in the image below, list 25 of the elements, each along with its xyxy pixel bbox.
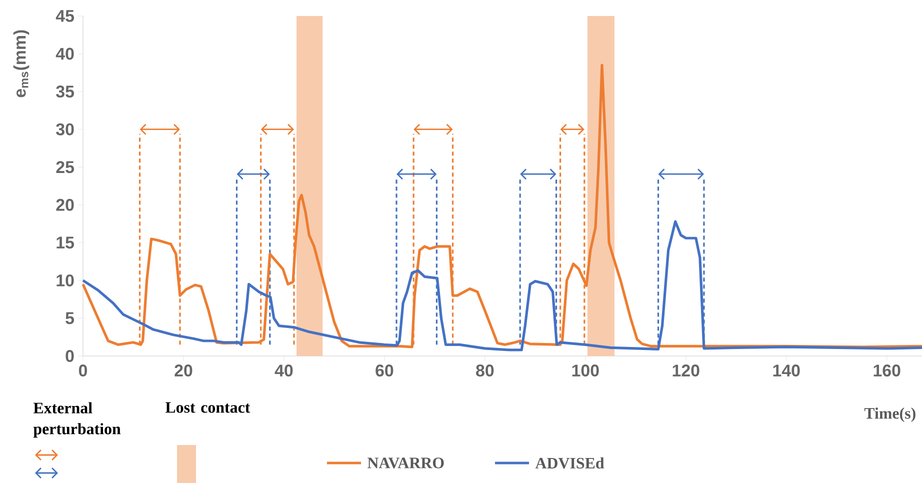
text: External perturbation (33, 402, 121, 438)
y-axis-title: e$_{ms}$(mm) (13, 30, 30, 98)
legend-label: NAVARRO (368, 458, 444, 468)
y-tick-label: 45 (56, 10, 74, 22)
text: Lost contact (165, 402, 250, 413)
y-tick-label: 10 (56, 274, 74, 286)
x-tick-label: 60 (376, 364, 394, 377)
y-tick-label: 40 (56, 48, 74, 60)
y-tick-label: 30 (56, 123, 74, 136)
y-tick-label: 15 (56, 236, 74, 249)
legend-label: ADVISEd (535, 457, 604, 469)
y-tick-label: 5 (66, 312, 74, 324)
x-axis-title: Time(s) (864, 408, 916, 422)
x-tick-label: 140 (773, 364, 800, 377)
y-tick-label: 20 (56, 198, 74, 211)
y-tick-label: 35 (56, 86, 74, 98)
y-tick-label: 0 (66, 350, 74, 362)
x-tick-label: 40 (274, 364, 293, 377)
x-tick-label: 80 (476, 364, 494, 377)
x-tick-label: 120 (672, 364, 700, 377)
x-tick-label: 160 (874, 364, 900, 377)
x-tick-label: 20 (174, 364, 192, 377)
y-tick-label: 25 (56, 161, 74, 174)
x-tick-label: 0 (78, 364, 88, 377)
x-tick-label: 100 (572, 364, 599, 377)
